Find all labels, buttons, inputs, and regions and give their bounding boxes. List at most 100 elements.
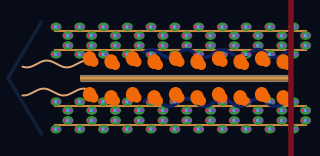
- Ellipse shape: [171, 101, 174, 103]
- Ellipse shape: [51, 98, 61, 105]
- Ellipse shape: [242, 26, 245, 28]
- Ellipse shape: [212, 119, 215, 122]
- Ellipse shape: [254, 44, 257, 47]
- Ellipse shape: [256, 88, 268, 101]
- Ellipse shape: [140, 119, 143, 122]
- Ellipse shape: [245, 128, 248, 130]
- Ellipse shape: [126, 128, 129, 130]
- Ellipse shape: [173, 128, 176, 130]
- Ellipse shape: [75, 23, 84, 30]
- Ellipse shape: [284, 61, 292, 69]
- Ellipse shape: [87, 32, 96, 39]
- Ellipse shape: [111, 44, 114, 47]
- Ellipse shape: [185, 34, 188, 37]
- Ellipse shape: [218, 126, 227, 133]
- Ellipse shape: [230, 119, 233, 122]
- Ellipse shape: [90, 34, 93, 37]
- Ellipse shape: [111, 34, 114, 37]
- Ellipse shape: [271, 53, 274, 55]
- Ellipse shape: [278, 44, 281, 47]
- Ellipse shape: [218, 23, 227, 30]
- Ellipse shape: [209, 44, 212, 47]
- Ellipse shape: [55, 101, 58, 103]
- Ellipse shape: [123, 26, 126, 28]
- Ellipse shape: [69, 119, 72, 122]
- Ellipse shape: [224, 128, 227, 130]
- Ellipse shape: [289, 98, 299, 105]
- Ellipse shape: [170, 51, 180, 58]
- Ellipse shape: [283, 34, 286, 37]
- Ellipse shape: [242, 128, 245, 130]
- Ellipse shape: [150, 101, 153, 103]
- Ellipse shape: [212, 109, 215, 112]
- Ellipse shape: [221, 26, 224, 28]
- Ellipse shape: [117, 44, 120, 47]
- Ellipse shape: [290, 128, 292, 130]
- Ellipse shape: [278, 119, 281, 122]
- Ellipse shape: [209, 34, 212, 37]
- Ellipse shape: [221, 53, 224, 55]
- Ellipse shape: [135, 34, 138, 37]
- Ellipse shape: [152, 128, 155, 130]
- Ellipse shape: [84, 88, 96, 101]
- Ellipse shape: [99, 98, 108, 105]
- Ellipse shape: [185, 44, 188, 47]
- Ellipse shape: [76, 53, 78, 55]
- Ellipse shape: [182, 32, 192, 39]
- Ellipse shape: [114, 119, 117, 122]
- Ellipse shape: [75, 51, 84, 58]
- Ellipse shape: [182, 42, 192, 49]
- Ellipse shape: [170, 126, 180, 133]
- Ellipse shape: [135, 119, 138, 122]
- Ellipse shape: [133, 93, 141, 102]
- Ellipse shape: [224, 101, 227, 103]
- Ellipse shape: [191, 91, 203, 104]
- Ellipse shape: [242, 101, 245, 103]
- Ellipse shape: [262, 58, 270, 66]
- Ellipse shape: [271, 128, 274, 130]
- Ellipse shape: [292, 53, 295, 55]
- Ellipse shape: [148, 55, 160, 68]
- Ellipse shape: [171, 128, 174, 130]
- Ellipse shape: [218, 98, 227, 105]
- Ellipse shape: [195, 53, 197, 55]
- Ellipse shape: [212, 88, 225, 101]
- Ellipse shape: [197, 128, 200, 130]
- Ellipse shape: [277, 32, 287, 39]
- Ellipse shape: [99, 23, 108, 30]
- Ellipse shape: [183, 119, 186, 122]
- Ellipse shape: [63, 117, 73, 124]
- Ellipse shape: [247, 101, 250, 103]
- Ellipse shape: [295, 53, 298, 55]
- Ellipse shape: [152, 53, 155, 55]
- Ellipse shape: [265, 51, 275, 58]
- Ellipse shape: [200, 53, 203, 55]
- Ellipse shape: [126, 26, 129, 28]
- Ellipse shape: [93, 109, 96, 112]
- Ellipse shape: [283, 119, 286, 122]
- Ellipse shape: [229, 107, 239, 114]
- Ellipse shape: [134, 117, 144, 124]
- Ellipse shape: [221, 128, 224, 130]
- Ellipse shape: [102, 26, 105, 28]
- Ellipse shape: [55, 26, 58, 28]
- Ellipse shape: [259, 34, 262, 37]
- Ellipse shape: [114, 44, 117, 47]
- Ellipse shape: [138, 44, 141, 47]
- Ellipse shape: [93, 119, 96, 122]
- Ellipse shape: [134, 32, 144, 39]
- Ellipse shape: [146, 98, 156, 105]
- Ellipse shape: [78, 53, 81, 55]
- Ellipse shape: [100, 101, 102, 103]
- Ellipse shape: [195, 26, 197, 28]
- Ellipse shape: [185, 119, 188, 122]
- Ellipse shape: [90, 93, 98, 102]
- Ellipse shape: [64, 34, 67, 37]
- Ellipse shape: [81, 53, 84, 55]
- Ellipse shape: [57, 128, 60, 130]
- Ellipse shape: [185, 109, 188, 112]
- Ellipse shape: [266, 53, 269, 55]
- Ellipse shape: [69, 44, 72, 47]
- Ellipse shape: [182, 117, 192, 124]
- Ellipse shape: [111, 109, 114, 112]
